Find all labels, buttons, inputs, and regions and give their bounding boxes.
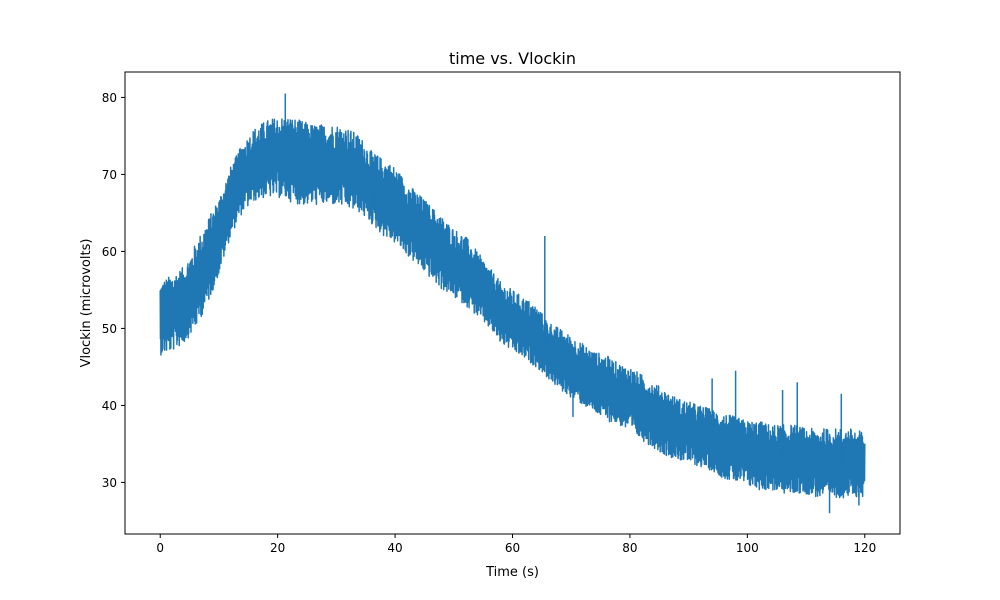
y-tick-label: 70: [102, 168, 117, 182]
x-tick-label: 100: [736, 541, 759, 555]
y-tick-label: 50: [102, 322, 117, 336]
x-tick-label: 60: [505, 541, 520, 555]
y-tick-label: 60: [102, 245, 117, 259]
y-tick-label: 40: [102, 399, 117, 413]
x-tick-label: 80: [622, 541, 637, 555]
series-line: [159, 118, 866, 499]
x-axis-label: Time (s): [485, 565, 539, 580]
y-axis: 30 40 50 60 70 80: [102, 91, 125, 490]
x-axis: 0 20 40 60 80 100 120: [156, 534, 876, 555]
y-tick-label: 80: [102, 91, 117, 105]
x-tick-label: 0: [156, 541, 164, 555]
x-tick-label: 120: [853, 541, 876, 555]
y-axis-label: Vlockin (microvolts): [79, 239, 94, 368]
x-tick-label: 20: [270, 541, 285, 555]
series-layer: [159, 93, 866, 514]
chart-title: time vs. Vlockin: [449, 49, 576, 68]
y-tick-label: 30: [102, 476, 117, 490]
x-tick-label: 40: [387, 541, 402, 555]
